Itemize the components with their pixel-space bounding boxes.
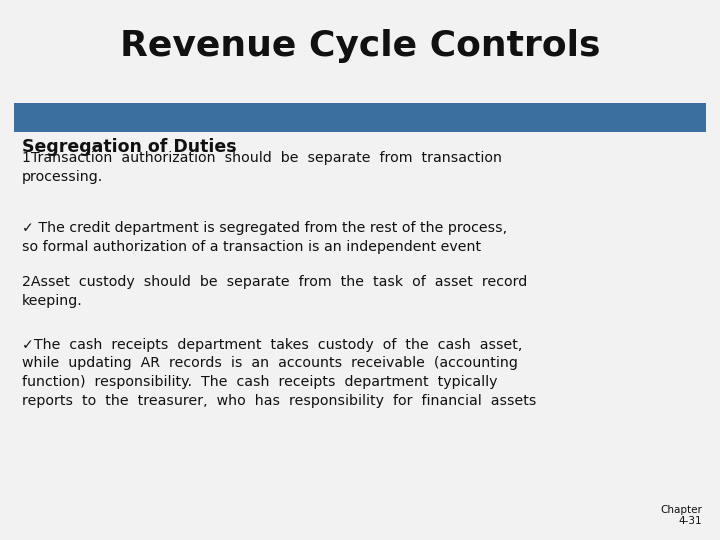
Text: Chapter
4-31: Chapter 4-31: [660, 505, 702, 526]
Bar: [14, 103, 706, 132]
Text: ✓ The credit department is segregated from the rest of the process,
so formal au: ✓ The credit department is segregated fr…: [22, 221, 507, 254]
Text: ✓The  cash  receipts  department  takes  custody  of  the  cash  asset,
while  u: ✓The cash receipts department takes cust…: [22, 338, 536, 408]
Text: 2Asset  custody  should  be  separate  from  the  task  of  asset  record
keepin: 2Asset custody should be separate from t…: [22, 275, 527, 308]
Text: Revenue Cycle Controls: Revenue Cycle Controls: [120, 29, 600, 63]
Text: 1Transaction  authorization  should  be  separate  from  transaction
processing.: 1Transaction authorization should be sep…: [22, 151, 502, 184]
Text: Segregation of Duties: Segregation of Duties: [22, 138, 236, 156]
